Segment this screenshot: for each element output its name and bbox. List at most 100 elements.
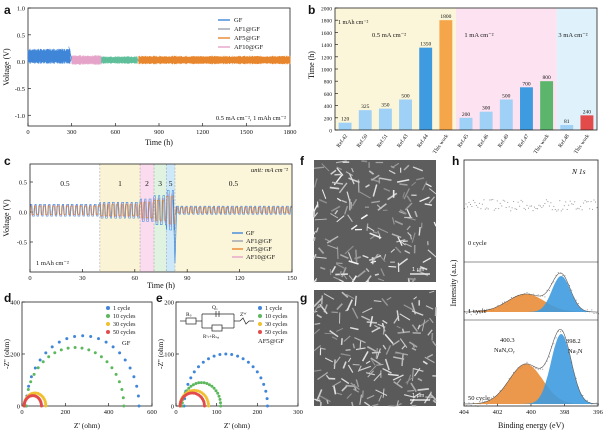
raw-data-point [571,289,573,291]
raw-data-point [569,285,570,286]
sem-flake [403,188,410,200]
raw-data-point [537,208,538,210]
sem-flake [411,310,424,316]
sem-flake [313,328,320,335]
panel-label-e: e [156,291,163,305]
raw-data-point [572,203,574,205]
x-tick-label: 600 [147,409,157,416]
raw-data-point [493,395,494,397]
raw-data-point [510,210,512,212]
sem-flake [369,316,374,327]
sem-flake [379,177,392,182]
sem-flake [340,353,351,357]
sem-flake [392,340,400,346]
sem-flake [399,209,407,215]
raw-data-point [544,203,546,204]
sem-flake [351,167,354,173]
y-tick-label-b: 0 [329,129,332,135]
legend-label-a: AF10@GF [234,44,263,51]
y-tick-label-a: 0.5 [17,32,25,39]
sem-flake [355,379,360,388]
sem-flake [356,269,366,278]
data-point-10-cycles [120,388,124,391]
raw-data-point [553,343,555,345]
sem-flake [369,232,382,239]
raw-data-point [539,368,541,370]
sem-flake [371,200,381,204]
raw-data-point [564,275,566,277]
legend-label: 30 cycles [113,322,136,328]
sem-flake [398,211,406,215]
series-gf-line [29,190,292,231]
raw-data-point [595,312,597,314]
sem-flake [418,270,429,277]
circuit-label-rs: Rₛ [186,312,192,318]
sem-flake [324,357,333,363]
data-point-50-cycles [203,404,206,408]
sem-flake [367,370,375,378]
raw-data-point [492,199,494,201]
sem-flake [346,299,353,311]
raw-data-point [593,313,595,314]
y-axis-label-b: Time (h) [307,51,316,79]
sem-flake [387,373,399,377]
raw-data-point [528,207,529,209]
sem-flake [421,319,426,332]
raw-data-point [486,308,488,310]
raw-data-point [560,331,561,333]
raw-data-point [563,205,565,207]
sample-label-e: AF5@GF [258,338,284,345]
data-point-1-cycle [111,345,115,349]
sem-flake [317,371,329,381]
sem-flake [336,392,343,396]
sem-flake [351,401,354,407]
sem-flake [412,166,424,172]
envelope-fit-line [463,329,598,405]
raw-data-point [486,207,488,209]
sem-flake [381,297,389,307]
x-tick-label-c: 90 [184,275,191,282]
data-point-10-cycles [217,394,221,398]
sem-flake [343,335,351,342]
data-point-10-cycles [80,346,84,350]
x-tick-label: 400 [104,409,114,416]
data-point-1-cycle [186,382,190,386]
data-point-1-cycle [246,360,250,364]
raw-data-point [504,301,506,303]
y-tick-label-b: 600 [324,92,333,98]
element-title-h: N 1s [571,167,586,176]
sem-flake [424,203,433,206]
raw-data-point [574,201,576,203]
x-tick-label-a: 1800 [284,129,297,136]
series-gf-line [27,48,71,64]
sem-flake [429,317,434,324]
panel-label-h: h [452,154,459,168]
data-point-1-cycle [262,382,266,386]
sem-flake [366,226,375,232]
data-point-10-cycles [122,404,126,408]
sem-flake [404,202,413,211]
plot-frame-h [463,159,599,407]
sem-flake [313,253,317,260]
raw-data-point [548,356,550,358]
data-point-1-cycle [135,384,139,388]
sem-flake [339,271,342,276]
legend-marker [258,314,262,318]
sem-flake [349,327,359,331]
sem-flake [406,209,412,218]
data-point-1-cycle [136,394,140,398]
panel-b: b 0 200 400 600 800 1000 1200 1400 1600 1800 2000 1… [307,3,598,155]
sem-flake [348,260,359,265]
plot-frame-c [29,163,293,273]
y-tick-label-a: -1.0 [15,113,25,120]
y-tick-label-b: 1600 [321,31,332,37]
sem-flake [422,257,432,263]
x-axis-label-c: Time (h) [147,281,175,290]
raw-data-point [589,208,591,210]
peak-energy-1: 400.3 [500,337,515,344]
raw-data-point [468,201,470,203]
sem-flake [325,374,330,380]
legend-label: 10 cycles [113,314,136,320]
raw-data-point [490,397,492,399]
sem-flake [353,388,360,393]
